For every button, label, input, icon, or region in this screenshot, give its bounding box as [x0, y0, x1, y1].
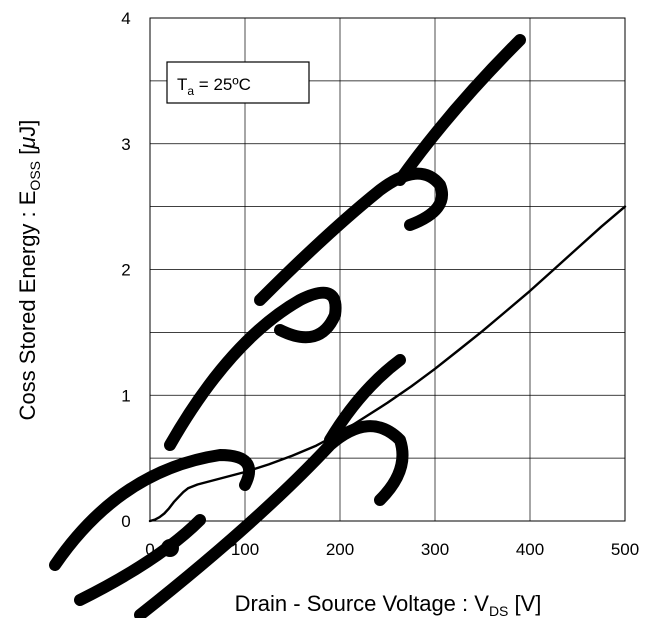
- x-axis-label-unit: [V]: [508, 591, 541, 616]
- y-axis-label: Coss Stored Energy : EOSS [μJ]: [15, 120, 43, 421]
- x-tick-labels: 0 100 200 300 400 500: [145, 540, 639, 559]
- y-axis-label-main: Coss Stored Energy : E: [15, 191, 40, 421]
- watermark: [49, 34, 526, 621]
- x-axis-label: Drain - Source Voltage : VDS [V]: [235, 591, 542, 618]
- annotation-text: Ta = 25ºC: [177, 75, 251, 98]
- annotation-frame: [166, 61, 310, 104]
- watermark-dot: [161, 539, 179, 557]
- annotation-box: Ta = 25ºC: [166, 61, 310, 104]
- series-line: [148, 205, 627, 523]
- x-axis-label-sub: DS: [489, 603, 508, 618]
- x-tick-label: 100: [231, 540, 259, 559]
- x-tick-label: 300: [421, 540, 449, 559]
- annotation-main: T: [177, 75, 187, 94]
- y-axis-label-mu: μ: [15, 137, 40, 150]
- x-tick-label: 200: [326, 540, 354, 559]
- y-tick-label: 2: [121, 261, 130, 280]
- y-axis-label-unit-end: J]: [15, 120, 40, 137]
- y-tick-label: 3: [121, 135, 130, 154]
- y-axis-label-unit: [: [15, 149, 40, 161]
- x-tick-label: 500: [611, 540, 639, 559]
- x-tick-label: 0: [145, 540, 154, 559]
- x-axis-label-main: Drain - Source Voltage : V: [235, 591, 490, 616]
- y-tick-label: 0: [121, 512, 130, 531]
- y-tick-labels: 0 1 2 3 4: [121, 9, 130, 531]
- y-tick-label: 1: [121, 386, 130, 405]
- annotation-sub: a: [187, 84, 194, 98]
- annotation-rest: = 25ºC: [194, 75, 251, 94]
- x-tick-label: 400: [516, 540, 544, 559]
- y-axis-label-sub: OSS: [27, 161, 43, 191]
- plot-frame: [149, 17, 626, 522]
- y-tick-label: 4: [121, 9, 130, 28]
